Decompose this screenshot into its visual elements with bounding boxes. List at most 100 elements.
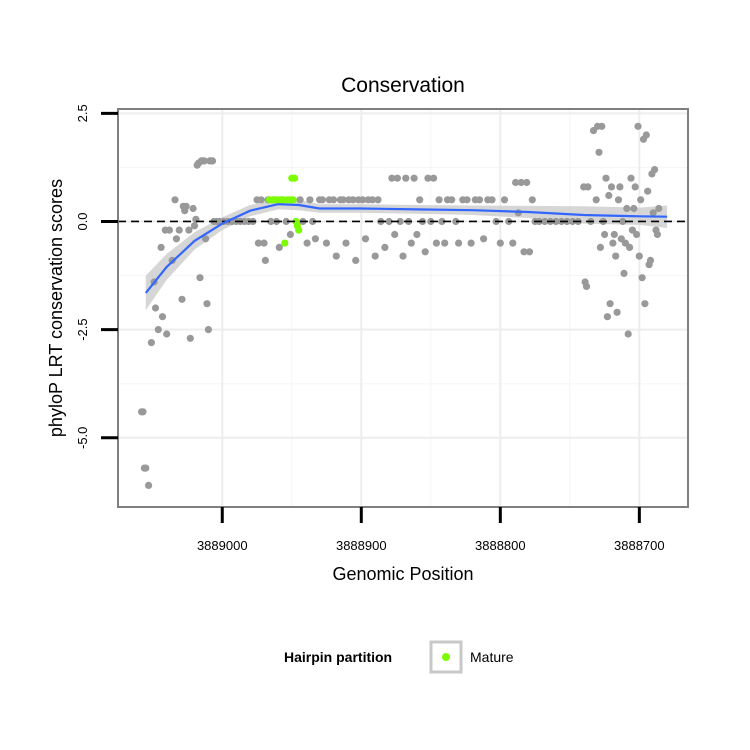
- point-other: [416, 196, 424, 204]
- point-other: [592, 196, 600, 204]
- y-axis: 2.5 0.0 -2.5 -5.0: [75, 104, 118, 449]
- point-other: [525, 248, 534, 256]
- point-other: [619, 217, 627, 226]
- point-other: [189, 204, 197, 213]
- point-other: [438, 217, 446, 226]
- smooth-line: [144, 203, 668, 294]
- point-other: [311, 235, 319, 243]
- smooth-ribbon: [145, 199, 668, 311]
- legend-key-mature: [442, 653, 450, 661]
- point-other: [260, 239, 268, 247]
- point-other: [480, 235, 488, 243]
- point-other: [584, 183, 592, 191]
- point-other: [523, 178, 531, 187]
- chart-title: Conservation: [341, 74, 465, 97]
- point-other: [649, 209, 657, 217]
- point-other: [634, 122, 642, 130]
- point-mature: [289, 196, 297, 204]
- y-tick-label: -2.5: [75, 318, 90, 340]
- point-other: [175, 226, 183, 234]
- point-other: [388, 174, 396, 182]
- legend: Hairpin partition Mature: [284, 640, 514, 674]
- point-other: [601, 230, 609, 239]
- point-other: [142, 464, 150, 472]
- point-other: [653, 230, 662, 239]
- point-other: [613, 308, 621, 316]
- point-other: [614, 196, 623, 204]
- point-other: [623, 204, 631, 213]
- y-tick-label: 2.5: [75, 104, 90, 122]
- point-other: [318, 196, 326, 204]
- point-other: [463, 196, 471, 204]
- point-other: [552, 217, 560, 226]
- point-other: [635, 252, 643, 260]
- point-other: [185, 226, 193, 234]
- point-other: [282, 217, 290, 226]
- point-other: [190, 222, 199, 230]
- point-other: [203, 300, 211, 308]
- point-other: [607, 183, 616, 191]
- point-other: [254, 239, 262, 247]
- point-other: [612, 252, 620, 260]
- point-other: [430, 174, 438, 182]
- point-other: [603, 313, 612, 321]
- point-other: [349, 196, 357, 204]
- point-other: [602, 174, 610, 182]
- point-other: [396, 217, 404, 226]
- point-other: [517, 178, 525, 187]
- point-other: [359, 196, 367, 204]
- point-other: [448, 196, 456, 204]
- legend-title: Hairpin partition: [284, 649, 392, 665]
- point-other: [165, 226, 173, 234]
- point-other: [196, 274, 204, 282]
- point-other: [651, 166, 659, 174]
- point-other: [182, 202, 190, 210]
- point-other: [582, 282, 591, 290]
- point-other: [204, 326, 212, 334]
- point-other: [309, 217, 317, 226]
- point-other: [605, 191, 613, 200]
- point-other: [455, 239, 463, 247]
- point-other: [257, 196, 265, 204]
- point-other: [172, 235, 180, 243]
- point-other: [261, 256, 269, 264]
- point-other: [381, 243, 389, 251]
- point-other: [200, 157, 208, 165]
- point-other: [496, 239, 504, 247]
- point-other: [435, 196, 443, 204]
- point-other: [595, 148, 603, 156]
- plot-panel: [117, 108, 689, 508]
- point-other: [610, 230, 618, 239]
- point-other: [163, 330, 171, 338]
- point-other: [528, 196, 536, 204]
- point-other: [171, 196, 179, 204]
- point-other: [158, 313, 167, 321]
- point-other: [339, 196, 347, 204]
- point-other: [267, 217, 275, 226]
- point-other: [606, 300, 614, 308]
- y-tick-label: -5.0: [75, 427, 90, 449]
- point-other: [598, 122, 606, 130]
- point-other: [424, 174, 432, 182]
- point-other: [286, 230, 294, 239]
- point-other: [638, 274, 646, 282]
- point-other: [402, 174, 410, 182]
- point-other: [371, 252, 379, 260]
- point-other: [475, 196, 484, 204]
- point-other: [393, 174, 401, 182]
- point-other: [352, 256, 360, 264]
- point-other: [626, 243, 634, 251]
- point-other: [296, 196, 304, 204]
- point-other: [627, 174, 635, 182]
- point-other: [620, 269, 628, 277]
- point-other: [631, 183, 639, 191]
- y-axis-title: phyloP LRT conservation scores: [46, 179, 66, 437]
- point-other: [139, 408, 147, 416]
- point-other: [616, 183, 624, 191]
- point-other: [637, 196, 645, 204]
- point-other: [151, 304, 160, 312]
- point-other: [630, 204, 638, 213]
- panel-background: [118, 109, 688, 507]
- point-other: [633, 230, 641, 239]
- point-other: [154, 326, 162, 334]
